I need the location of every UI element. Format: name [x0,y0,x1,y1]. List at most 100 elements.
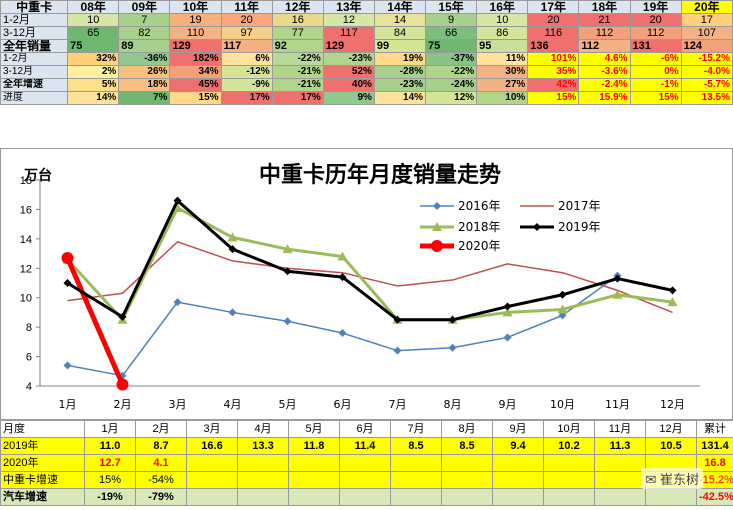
row-label: 3-12月 [0,26,69,40]
summary-cell: 82 [118,26,171,40]
detail-header-cell: 10月 [543,420,595,438]
summary-cell: 66 [425,26,478,40]
summary-cell: -3.6% [578,65,631,79]
y-tick-label: 14 [20,234,32,246]
monthly-detail-table: 月度 1月 2月 3月 4月 5月 6月 7月 8月 9月 10月 11月 12月 累计 2019年 11.0… [0,420,733,506]
year-header: 15年 [425,0,478,14]
legend-label: 2019年 [558,220,601,234]
detail-row: 2019年 11.0 8.7 16.6 13.3 11.8 11.4 8.5 8.5 9.4 10.… [0,437,733,455]
header-row: 中重卡 08年 09年 10年 11年 12年 13年 14年 15年 16年 17年 18年 19年 2… [0,0,733,14]
x-tick-label: 12月 [660,398,685,411]
summary-cell: -24% [425,78,478,92]
summary-cell: 112 [578,39,631,53]
data-point [448,343,457,352]
summary-cell: -9% [220,78,273,92]
summary-cell: -23% [373,78,427,92]
summary-cell: 136 [527,39,580,53]
detail-cell [186,488,238,506]
detail-cell [645,454,697,472]
detail-cell [594,471,646,489]
summary-cell: 65 [67,26,120,40]
y-axis-unit: 万台 [23,167,52,184]
summary-cell: 9% [322,91,375,105]
data-point [227,232,238,242]
summary-cell: -4.0% [680,65,733,79]
data-point [503,333,512,342]
detail-cell [288,454,340,472]
summary-cell: 17 [680,13,733,27]
y-tick-label: 4 [26,381,32,393]
plot-area: 4 6 8 10 12 14 16 18 1月 2月 3月 4月 5月 6月 7月 8月 9月 10月 11月 12月 [20,175,700,411]
detail-cell [390,488,442,506]
detail-header-cell: 4月 [237,420,289,438]
summary-cell: 117 [220,39,273,53]
detail-header-cell: 12月 [645,420,697,438]
summary-cell: -15.2% [680,52,733,66]
data-point [393,315,402,324]
data-point [61,251,74,264]
x-tick-label: 3月 [169,398,187,411]
summary-cell: 107 [680,26,733,40]
data-point [668,286,677,295]
summary-cell: -28% [373,65,427,79]
summary-cell: 110 [169,26,222,40]
data-point [503,302,512,311]
data-point [393,346,402,355]
data-point [667,297,678,307]
detail-cell [594,454,646,472]
summary-cell: 10 [476,13,529,27]
summary-cell: 101% [527,52,580,66]
summary-cell: -23% [322,52,375,66]
detail-cell: 11.4 [339,437,391,455]
year-header: 17年 [527,0,580,14]
row-label: 1-2月 [0,52,69,66]
legend-label: 2016年 [458,199,501,213]
legend-marker [433,202,441,210]
summary-cell: 116 [527,26,580,40]
summary-cell: 15% [629,91,682,105]
y-tick-label: 6 [26,352,32,364]
summary-cell: -2.4% [578,78,631,92]
detail-row-label: 汽车增速 [0,488,85,506]
year-header: 10年 [169,0,222,14]
summary-row: 3-12月 2% 26% 34% -12% -21% 52% -28% -22% 30% 35% -3… [0,65,733,79]
summary-cell: 16 [271,13,324,27]
legend-label: 2017年 [558,199,601,213]
detail-header-cell: 6月 [339,420,391,438]
detail-header-cell: 累计 [696,420,733,438]
detail-cell: 8.5 [390,437,442,455]
summary-row: 全年增速 5% 18% 45% -9% -21% 40% -23% -24% 27% 42% -2.4… [0,78,733,92]
chart-legend: 2016年 2017年 2018年 2019年 2020年 [420,199,601,253]
summary-cell: 182% [169,52,222,66]
legend-marker [431,240,443,252]
summary-cell: 92 [271,39,324,53]
data-point [337,251,348,261]
detail-cell: 8.5 [441,437,493,455]
series-line-2019年 [66,199,673,322]
x-tick-label: 1月 [59,398,77,411]
summary-cell: 19% [373,52,427,66]
detail-cell [492,471,544,489]
detail-cell: 9.4 [492,437,544,455]
summary-cell: 124 [680,39,733,53]
x-tick-label: 8月 [444,398,462,411]
yearly-summary-table: 中重卡 08年 09年 10年 11年 12年 13年 14年 15年 16年 17年 18年 19年 2… [0,0,733,105]
summary-cell: 32% [67,52,120,66]
year-header: 20年 [680,0,733,14]
detail-header-row: 月度 1月 2月 3月 4月 5月 6月 7月 8月 9月 10月 11月 12月 累计 [0,420,733,438]
row-label: 1-2月 [0,13,69,27]
detail-cell: 131.4 [696,437,733,455]
summary-cell: 20 [527,13,580,27]
summary-cell: 12 [322,13,375,27]
summary-cell: 40% [322,78,375,92]
summary-cell: -1% [629,78,682,92]
summary-cell: 17% [220,91,273,105]
summary-cell: 0% [629,65,682,79]
summary-cell: 11% [476,52,529,66]
corner-cell: 中重卡 [0,0,69,14]
summary-cell: 14% [373,91,427,105]
summary-cell: 75 [425,39,478,53]
data-point [283,317,292,326]
x-tick-label: 2月 [114,398,132,411]
summary-cell: -36% [118,52,171,66]
